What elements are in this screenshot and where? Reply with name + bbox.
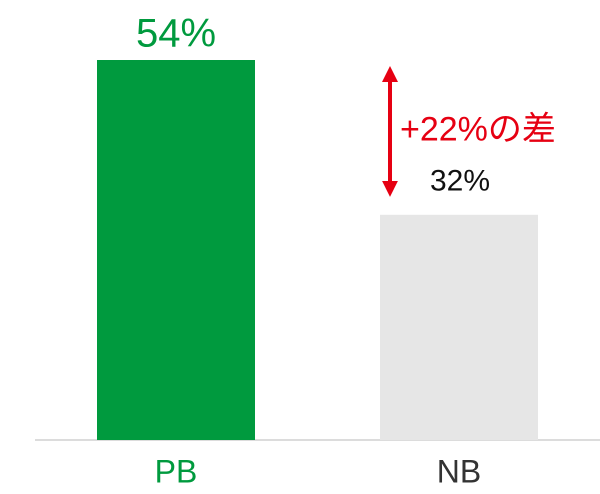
annotation: +22%の差 (400, 110, 556, 148)
x-tick-label: NB (437, 453, 481, 489)
value-label: 32% (430, 165, 490, 198)
value-label: 54% (136, 12, 216, 56)
bar (380, 214, 538, 440)
x-tick-label: PB (155, 453, 198, 489)
bar (97, 60, 255, 440)
